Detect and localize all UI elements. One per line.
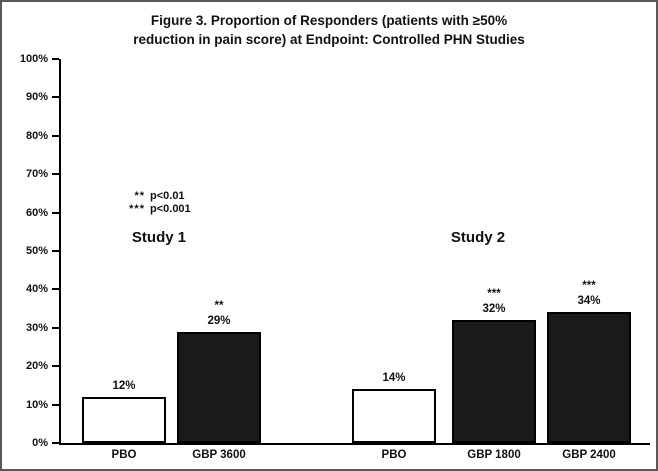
bar-value-gbp-3600-study-1: 29%: [207, 315, 231, 327]
x-axis-label-pbo-study-2: PBO: [381, 449, 407, 461]
bar-rect-gbp-1800-study-2: [452, 320, 536, 443]
y-tick-70: [52, 173, 59, 176]
y-tick-label-0: 0%: [32, 437, 48, 449]
bar-label-stack-pbo-study-1: 12%: [68, 379, 180, 394]
y-tick-label-100: 100%: [19, 53, 48, 65]
bar-value-pbo-study-2: 14%: [382, 372, 406, 384]
bar-gbp-3600-study-1: ** 29%: [177, 300, 261, 443]
y-tick-20: [52, 365, 59, 368]
y-tick-30: [52, 326, 59, 329]
y-tick-label-90: 90%: [25, 91, 48, 104]
significance-key-line-1: ** p<0.01: [125, 190, 191, 203]
y-tick-label-50: 50%: [25, 245, 48, 257]
x-axis-label-gbp-1800-study-2: GBP 1800: [467, 449, 521, 461]
significance-key-stars-2: ***: [129, 203, 145, 215]
x-axis-label-gbp-3600-study-1: GBP 3600: [192, 449, 246, 461]
y-axis-labels: 0% 10% 20% 30% 40% 50% 60% 70% 80% 90% 100%: [8, 53, 48, 449]
significance-key-text-1: p<0.01: [150, 190, 185, 202]
y-tick-10: [52, 403, 59, 406]
y-tick-40: [52, 288, 59, 291]
bar-label-stack-gbp-3600-study-1: ** 29%: [163, 299, 275, 329]
y-tick-100: [52, 58, 59, 60]
y-tick-label-20: 20%: [25, 360, 48, 373]
figure-title-line2: reduction in pain score) at Endpoint: Co…: [133, 32, 525, 47]
significance-stars-gbp-1800-study-2: ***: [487, 288, 501, 300]
y-tick-label-70: 70%: [25, 168, 48, 181]
bar-label-stack-pbo-study-2: 14%: [338, 371, 450, 386]
y-tick-60: [52, 211, 59, 214]
bar-gbp-2400-study-2: *** 34%: [547, 280, 631, 443]
y-tick-50: [52, 250, 59, 252]
y-tick-label-60: 60%: [25, 206, 48, 219]
bar-value-pbo-study-1: 12%: [112, 380, 136, 392]
y-tick-label-80: 80%: [25, 129, 48, 142]
plot-area: ** p<0.01 *** p<0.001 Study 1 12% PBO ** 29% GB…: [52, 58, 650, 461]
figure-title-line1: Figure 3. Proportion of Responders (pati…: [150, 13, 508, 28]
bar-value-gbp-2400-study-2: 34%: [577, 295, 601, 307]
significance-key-text-2: p<0.001: [150, 203, 191, 215]
bar-label-stack-gbp-2400-study-2: *** 34%: [533, 279, 645, 309]
y-tick-label-30: 30%: [25, 321, 48, 334]
x-axis-label-pbo-study-1: PBO: [111, 449, 137, 461]
significance-stars-gbp-2400-study-2: ***: [582, 280, 596, 292]
bar-gbp-1800-study-2: *** 32%: [452, 288, 536, 443]
bar-pbo-study-1: 12%: [82, 380, 166, 443]
y-tick-90: [52, 96, 59, 99]
x-axis-label-gbp-2400-study-2: GBP 2400: [562, 449, 616, 461]
y-tick-0: [52, 442, 59, 444]
significance-key-line-2: *** p<0.001: [125, 203, 191, 216]
significance-stars-gbp-3600-study-1: **: [214, 300, 224, 312]
figure-title: Figure 3. Proportion of Responders (pati…: [2, 11, 656, 49]
bar-value-gbp-1800-study-2: 32%: [482, 303, 506, 315]
bar-rect-gbp-3600-study-1: [177, 332, 261, 443]
significance-key-stars-1: **: [134, 190, 145, 202]
bar-rect-gbp-2400-study-2: [547, 312, 631, 443]
significance-key: ** p<0.01 *** p<0.001: [125, 190, 191, 216]
y-tick-label-40: 40%: [25, 283, 48, 296]
y-tick-80: [52, 134, 59, 137]
group-label-study-1: Study 1: [131, 229, 187, 246]
bar-rect-pbo-study-2: [352, 389, 436, 443]
group-label-study-2: Study 2: [450, 229, 506, 246]
bar-pbo-study-2: 14%: [352, 372, 436, 443]
bar-label-stack-gbp-1800-study-2: *** 32%: [438, 287, 550, 317]
bar-rect-pbo-study-1: [82, 397, 166, 443]
y-tick-label-10: 10%: [25, 398, 48, 411]
